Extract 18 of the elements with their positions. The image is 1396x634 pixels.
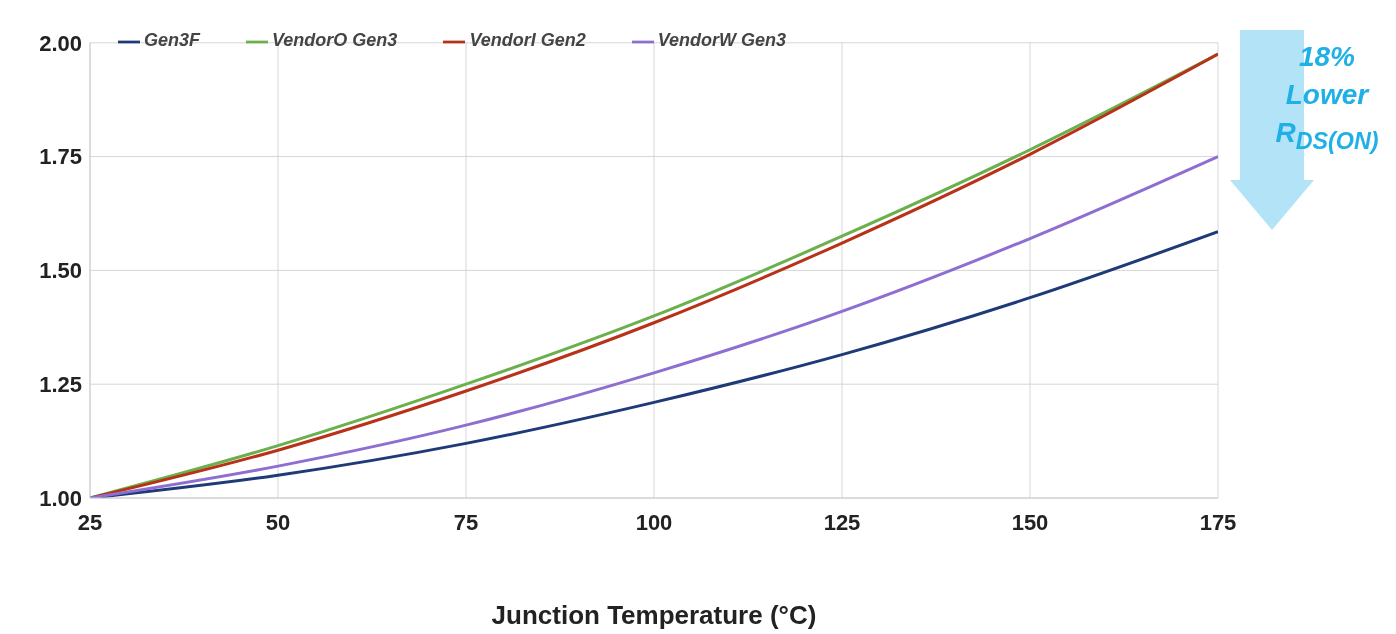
y-tick-label: 2.00 (39, 30, 82, 56)
legend-label: VendorW Gen3 (657, 30, 787, 50)
x-tick-label: 50 (265, 509, 291, 535)
x-tick-label: 150 (1011, 509, 1049, 535)
x-tick-label: 100 (635, 509, 673, 535)
y-tick-label: 1.00 (39, 485, 82, 511)
x-tick-label: 175 (1199, 509, 1237, 535)
x-tick-label: 75 (453, 509, 479, 535)
text: 18% Lower R$_{DS(ON)}$ (1274, 40, 1380, 156)
x-axis-title: Junction Temperature (°C) (490, 600, 818, 631)
y-tick-label: 1.25 (39, 372, 82, 397)
y-tick-label: 1.75 (39, 144, 82, 170)
y-tick-label: 1.50 (39, 258, 82, 284)
legend-label: VendorO Gen3 (272, 30, 398, 50)
x-tick-label: 25 (77, 509, 103, 535)
x-tick-label: 125 (823, 509, 861, 535)
legend-label: VendorI Gen2 (469, 30, 586, 50)
legend-label: Gen3F (144, 30, 201, 50)
